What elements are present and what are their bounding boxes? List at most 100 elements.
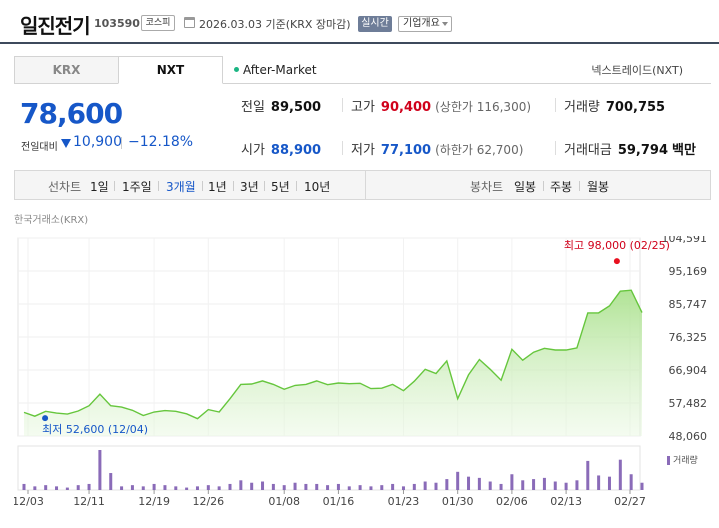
max-marker	[613, 258, 620, 265]
x-tick-label: 02/27	[614, 495, 646, 508]
stock-code: 103590	[94, 17, 140, 30]
stat-low: 저가 77,100 (하한가 62,700)	[351, 139, 523, 158]
volume-bar	[65, 487, 69, 490]
period-1w[interactable]: 1주일	[122, 180, 152, 194]
volume-bar	[250, 482, 254, 490]
after-market-label: After-Market	[234, 63, 317, 77]
period-3m[interactable]: 3개월	[166, 180, 196, 194]
divider	[296, 181, 297, 191]
candle-monthly[interactable]: 월봉	[587, 180, 610, 194]
volume-bar	[282, 485, 286, 490]
volume-bar	[499, 483, 503, 490]
company-info-dropdown[interactable]: 기업개요	[398, 16, 452, 32]
volume-bar	[141, 486, 145, 490]
after-market-text: After-Market	[243, 63, 317, 77]
volume-bar	[326, 485, 330, 490]
period-bar: 선차트 1일 1주일 3개월 1년 3년 5년 10년 봉차트 일봉 주봉 월봉	[14, 170, 711, 200]
stat-value: 59,794	[617, 143, 669, 158]
chevron-down-icon	[442, 22, 448, 26]
exchange-tabs: KRX NXT	[14, 56, 223, 84]
divider	[121, 137, 122, 149]
company-info-label: 기업개요	[403, 18, 440, 29]
period-5y[interactable]: 5년	[271, 180, 290, 194]
volume-bar	[618, 459, 622, 490]
volume-bar	[120, 486, 124, 490]
y-tick-label: 85,747	[669, 298, 708, 311]
volume-bar	[510, 474, 514, 490]
y-tick-label: 48,060	[669, 430, 708, 443]
volume-bar	[521, 480, 525, 490]
stat-value: 700,755	[605, 100, 666, 115]
volume-bar	[586, 460, 590, 490]
volume-bar	[607, 476, 611, 490]
tab-krx[interactable]: KRX	[14, 56, 119, 84]
stat-value: 90,400	[380, 100, 432, 115]
status-dot-icon	[234, 67, 239, 72]
volume-bar	[271, 483, 275, 490]
divider	[579, 181, 580, 191]
period-1y[interactable]: 1년	[208, 180, 227, 194]
stat-value: 88,900	[270, 143, 322, 158]
min-marker	[42, 415, 49, 422]
lower-limit: (하한가 62,700)	[435, 143, 524, 157]
volume-bar	[33, 486, 37, 490]
stat-key: 거래대금	[564, 143, 612, 158]
divider	[233, 181, 234, 191]
volume-bar	[564, 482, 568, 490]
volume-bar	[44, 485, 48, 490]
divider	[264, 181, 265, 191]
volume-bar	[130, 485, 134, 490]
stock-name: 일진전기	[20, 14, 91, 38]
volume-bar	[358, 485, 362, 490]
x-tick-label: 02/06	[496, 495, 528, 508]
period-1d[interactable]: 1일	[90, 180, 109, 194]
volume-bar	[109, 473, 113, 490]
volume-bar	[597, 475, 601, 490]
volume-bar	[434, 482, 438, 490]
divider	[342, 98, 343, 112]
x-tick-label: 01/30	[442, 495, 474, 508]
divider	[365, 171, 366, 199]
period-3y[interactable]: 3년	[240, 180, 259, 194]
stat-value: 77,100	[380, 143, 432, 158]
current-price: 78,600	[20, 97, 123, 130]
min-label: 최저 52,600 (12/04)	[42, 423, 148, 436]
volume-bar	[553, 481, 557, 490]
volume-bar	[163, 485, 167, 490]
volume-bar	[336, 483, 340, 490]
line-chart-label: 선차트	[48, 180, 82, 194]
tab-nxt[interactable]: NXT	[118, 56, 223, 84]
volume-area	[17, 445, 641, 491]
down-triangle-icon	[61, 139, 71, 148]
change-percent: −12.18%	[128, 134, 194, 150]
x-tick-label: 12/26	[192, 495, 224, 508]
x-tick-label: 01/23	[388, 495, 420, 508]
volume-bar	[152, 483, 156, 490]
realtime-button[interactable]: 실시간	[358, 16, 392, 32]
max-label: 최고 98,000 (02/25)	[564, 239, 670, 252]
amount-unit: 백만	[672, 143, 696, 158]
volume-bar	[445, 479, 449, 490]
volume-bar	[412, 483, 416, 490]
volume-bar	[477, 477, 481, 490]
volume-bar	[542, 477, 546, 490]
candle-weekly[interactable]: 주봉	[550, 180, 573, 194]
stat-amount: 거래대금 59,794 백만	[564, 139, 696, 158]
y-tick-label: 66,904	[669, 364, 708, 377]
price-chart[interactable]: 104,591 95,169 85,747 76,325 66,904 57,482 48,…	[14, 236, 711, 528]
volume-bar	[456, 471, 460, 490]
volume-bar	[315, 483, 319, 490]
period-10y[interactable]: 10년	[304, 180, 331, 194]
candle-daily[interactable]: 일봉	[514, 180, 537, 194]
volume-bar	[347, 486, 351, 490]
price-area	[24, 290, 642, 436]
stat-key: 전일	[241, 100, 265, 115]
calendar-icon	[184, 17, 195, 28]
volume-bar	[467, 476, 471, 490]
volume-bar	[195, 486, 199, 490]
exchange-label: 한국거래소(KRX)	[14, 215, 89, 226]
volume-bar	[55, 486, 59, 490]
y-tick-label: 95,169	[669, 265, 708, 278]
volume-bar	[217, 486, 221, 490]
volume-bar	[174, 486, 178, 490]
